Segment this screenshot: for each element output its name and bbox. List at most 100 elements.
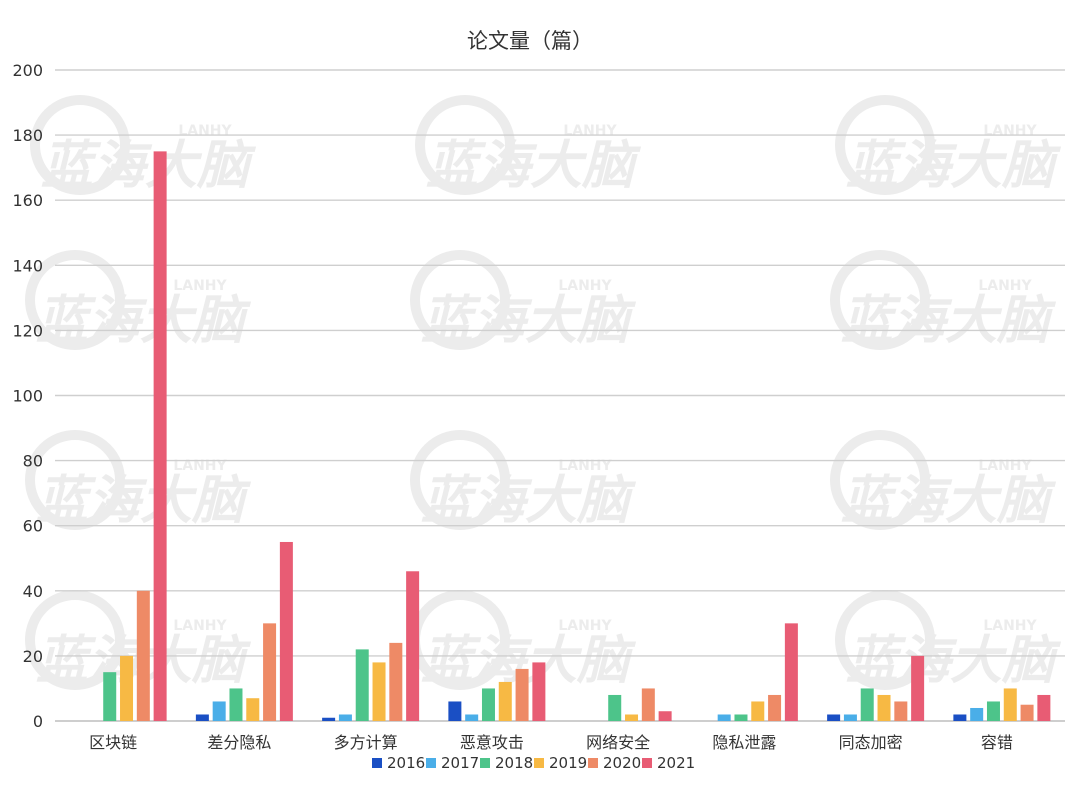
- legend-swatch: [588, 758, 598, 768]
- bar: [608, 694, 622, 721]
- bars: [103, 151, 1051, 721]
- x-tick-label: 多方计算: [334, 733, 398, 752]
- bar: [103, 672, 117, 721]
- y-tick-label: 100: [12, 387, 43, 406]
- bar: [658, 711, 672, 721]
- bar: [768, 694, 782, 721]
- bar: [448, 701, 462, 721]
- svg-text:LANHY: LANHY: [178, 123, 232, 139]
- chart-title: 论文量（篇）: [467, 29, 593, 53]
- x-tick-label: 区块链: [89, 733, 137, 752]
- bar: [338, 714, 352, 721]
- legend-item: 2020: [588, 754, 641, 772]
- bar: [1020, 704, 1034, 721]
- bar: [279, 541, 293, 721]
- x-tick-label: 网络安全: [586, 733, 650, 752]
- y-tick-label: 120: [12, 321, 43, 340]
- x-tick-label: 隐私泄露: [712, 733, 776, 752]
- bar: [246, 698, 260, 721]
- bar: [894, 701, 908, 721]
- bar: [877, 694, 891, 721]
- x-axis: 区块链 差分隐私 多方计算 恶意攻击 网络安全 隐私泄露 同态加密 容错: [89, 733, 1013, 752]
- bar: [120, 655, 134, 721]
- x-tick-label: 差分隐私: [207, 733, 271, 752]
- bar: [481, 688, 495, 721]
- legend-item: 2017: [426, 754, 479, 772]
- legend-item: 2016: [372, 754, 425, 772]
- legend-label: 2017: [441, 754, 479, 772]
- legend-label: 2020: [603, 754, 641, 772]
- y-tick-label: 0: [33, 712, 43, 731]
- cloud-icon: [830, 250, 930, 350]
- y-tick-label: 20: [23, 647, 43, 666]
- y-axis: 0 20 40 60 80 100 120 140 160 180 200: [12, 61, 43, 731]
- bar: [751, 701, 765, 721]
- y-tick-label: 80: [23, 452, 43, 471]
- svg-text:蓝海大脑: 蓝海大脑: [841, 291, 1057, 351]
- legend-item: 2019: [534, 754, 587, 772]
- bar: [372, 662, 386, 721]
- legend-label: 2021: [657, 754, 695, 772]
- svg-text:蓝海大脑: 蓝海大脑: [36, 291, 252, 351]
- svg-text:LANHY: LANHY: [173, 618, 227, 634]
- bar: [970, 707, 984, 721]
- svg-text:LANHY: LANHY: [983, 123, 1037, 139]
- x-tick-label: 容错: [981, 733, 1013, 752]
- legend-item: 2018: [480, 754, 533, 772]
- bar: [784, 623, 798, 721]
- svg-text:蓝海大脑: 蓝海大脑: [41, 136, 257, 196]
- cloud-icon: [835, 590, 935, 690]
- bar: [153, 151, 167, 721]
- svg-text:LANHY: LANHY: [563, 123, 617, 139]
- x-tick-label: 同态加密: [839, 733, 903, 752]
- bar: [322, 717, 336, 721]
- bar: [355, 649, 369, 721]
- cloud-icon: [415, 95, 515, 195]
- bar: [406, 571, 420, 721]
- y-tick-label: 160: [12, 191, 43, 210]
- cloud-icon: [30, 95, 130, 195]
- svg-text:LANHY: LANHY: [558, 278, 612, 294]
- y-tick-label: 140: [12, 256, 43, 275]
- bar: [843, 714, 857, 721]
- cloud-icon: [25, 590, 125, 690]
- bar: [136, 590, 150, 721]
- bar: [1037, 694, 1051, 721]
- legend: 2016 2017 2018 2019 2020 2021: [372, 754, 695, 772]
- legend-label: 2019: [549, 754, 587, 772]
- bar: [389, 642, 403, 721]
- svg-text:LANHY: LANHY: [983, 618, 1037, 634]
- y-tick-label: 60: [23, 517, 43, 536]
- bar: [465, 714, 479, 721]
- bar: [911, 655, 925, 721]
- svg-text:LANHY: LANHY: [173, 278, 227, 294]
- svg-text:LANHY: LANHY: [978, 458, 1032, 474]
- svg-text:LANHY: LANHY: [558, 618, 612, 634]
- legend-swatch: [426, 758, 436, 768]
- y-tick-label: 180: [12, 126, 43, 145]
- svg-text:LANHY: LANHY: [173, 458, 227, 474]
- svg-text:LANHY: LANHY: [558, 458, 612, 474]
- bar: [515, 668, 529, 721]
- bar: [734, 714, 748, 721]
- legend-label: 2018: [495, 754, 533, 772]
- bar: [625, 714, 639, 721]
- legend-swatch: [372, 758, 382, 768]
- bar: [860, 688, 874, 721]
- legend-label: 2016: [387, 754, 425, 772]
- svg-text:蓝海大脑: 蓝海大脑: [421, 471, 637, 531]
- svg-text:LANHY: LANHY: [978, 278, 1032, 294]
- cloud-icon: [25, 250, 125, 350]
- bar: [827, 714, 841, 721]
- bar: [212, 701, 226, 721]
- bar: [195, 714, 209, 721]
